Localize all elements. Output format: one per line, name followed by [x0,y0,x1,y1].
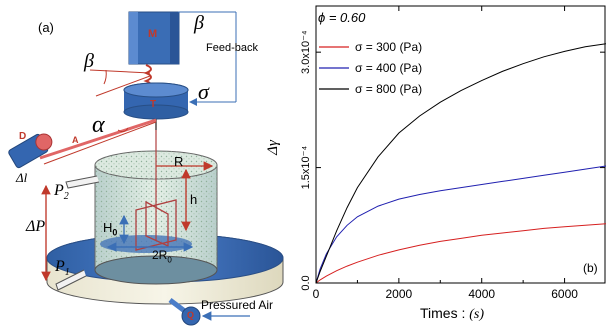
laser-beam-label: A [72,135,79,145]
pump-label: Q [187,310,195,320]
legend: σ = 300 (Pa) σ = 400 (Pa) σ = 800 (Pa) [319,40,422,96]
tube-p1 [55,269,87,291]
phi-annotation: ϕ = 0.60 [318,10,366,25]
y-tick-label: 0.0 [300,275,312,290]
beta-top-label: β [194,12,204,34]
y-tick-label: 1.5x10⁻⁴ [300,146,312,190]
radius-label: R [174,154,184,169]
vane-blade [135,199,177,251]
pressured-air-label: Pressured Air [201,298,274,312]
sigma-label: σ [198,79,209,104]
motor-label: M [148,28,158,40]
x-tick-label: 2000 [386,287,413,301]
x-axis-unit: (s) [469,307,485,322]
laser-beam [39,118,157,160]
two-r0-label: 2R0 [152,248,172,265]
y-axis-label: Δγ [264,140,281,155]
pump-body [181,306,201,326]
x-tick-label: 0 [313,287,320,301]
plot-border [315,5,606,284]
plot-frame [315,5,606,284]
panel-a-label: (a) [38,20,54,35]
transducer-label: T [150,99,157,110]
legend-entry-1: σ = 300 (Pa) [355,40,422,54]
beta-line-1 [89,69,151,74]
delta-p-label: ΔP [26,218,46,235]
x-tick-label: 4000 [468,287,495,301]
p1-subscript: 1 [64,267,70,279]
h0-label: H0 [103,220,118,238]
x-axis-label: Times : (s) [420,305,485,322]
delta-l-label: Δl [16,170,28,185]
series-line-1 [315,223,606,284]
tube-p2 [65,175,100,189]
p2-label: P2 [54,182,69,203]
tick-layer: 0 2000 4000 6000 0.0 1.5x10⁻⁴ 3.0x10⁻⁴ [300,6,605,301]
series-line-2 [315,165,606,284]
x-tick-label: 6000 [551,287,578,301]
height-label: h [190,192,198,207]
legend-entry-3: σ = 800 (Pa) [355,82,422,96]
laser-device [8,133,53,169]
apparatus-schematic [8,11,284,326]
series-line-3 [315,43,606,284]
feedback-label: Feed-back [206,42,258,54]
beta-left-label: β [84,50,94,72]
p2-subscript: 2 [63,191,69,203]
h0-subscript: 0 [112,227,118,238]
two-r0-subscript: 0 [167,255,172,265]
immersed-plane [100,235,192,253]
y-tick-label: 3.0x10⁻⁴ [300,30,312,74]
alpha-label: α [92,112,105,138]
p1-label: P1 [55,258,70,279]
series-layer [315,43,606,284]
legend-entry-2: σ = 400 (Pa) [355,61,422,75]
laser-label: D [19,131,27,142]
panel-b-label: (b) [583,261,598,275]
